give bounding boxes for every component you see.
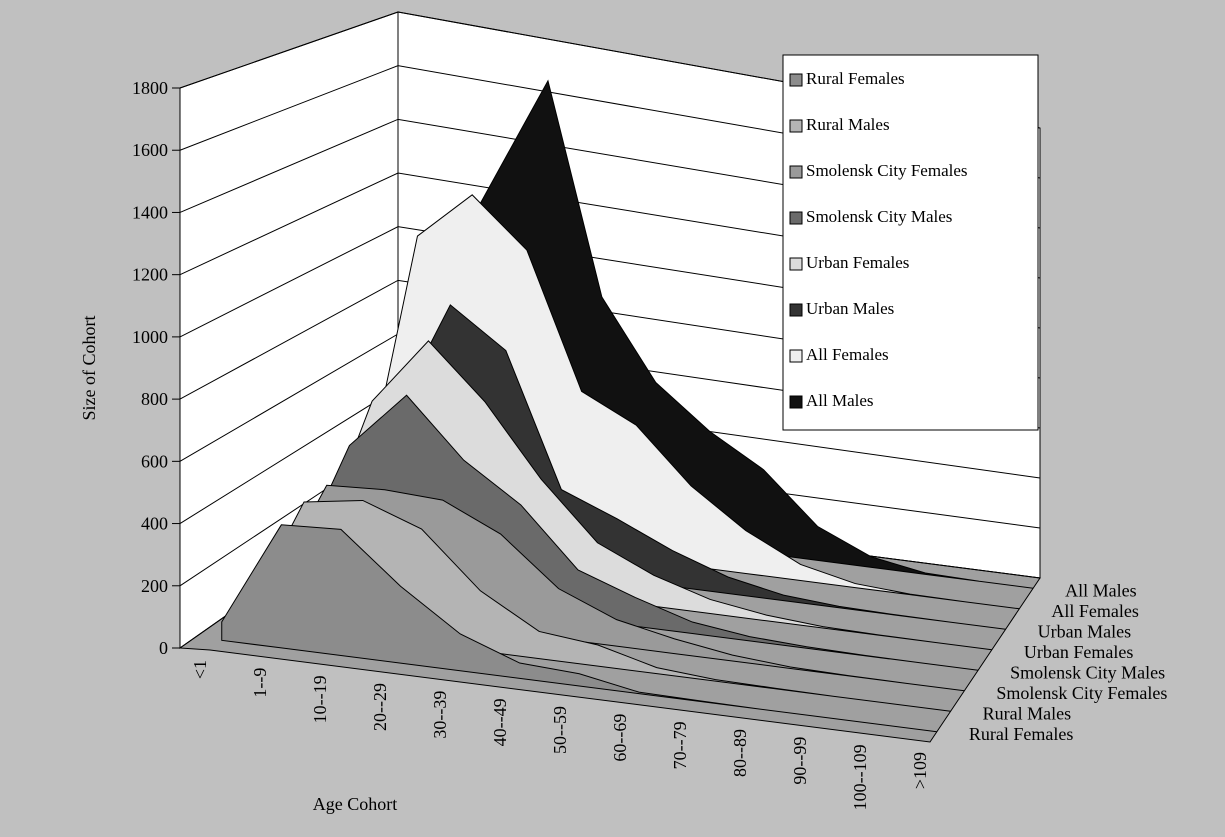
- depth-label: Rural Males: [983, 703, 1071, 723]
- legend-box: [782, 54, 1039, 431]
- legend-swatch: [789, 349, 803, 363]
- x-tick-label: 10--19: [310, 675, 330, 723]
- legend-swatch: [789, 303, 803, 317]
- depth-label: Urban Females: [1024, 642, 1133, 662]
- y-tick-label: 400: [141, 514, 168, 534]
- y-tick-label: 0: [159, 638, 168, 658]
- y-tick-label: 1000: [132, 327, 168, 347]
- y-tick-label: 800: [141, 389, 168, 409]
- y-axis-label: Size of Cohort: [79, 316, 99, 421]
- legend-swatch: [789, 119, 803, 133]
- x-tick-label: 50--59: [550, 706, 570, 754]
- legend-label: Urban Females: [806, 253, 909, 272]
- legend-swatch: [789, 395, 803, 409]
- y-tick-label: 1200: [132, 265, 168, 285]
- depth-label: All Females: [1051, 601, 1139, 621]
- x-tick-label: 70--79: [670, 721, 690, 769]
- x-tick-label: 80--89: [730, 729, 750, 777]
- x-tick-label: 40--49: [490, 698, 510, 746]
- legend-label: Urban Males: [806, 299, 894, 318]
- x-tick-label: 20--29: [370, 683, 390, 731]
- depth-label: Smolensk City Females: [996, 683, 1167, 703]
- legend-label: Rural Females: [806, 69, 905, 88]
- legend-label: Smolensk City Males: [806, 207, 952, 226]
- legend: All Males All Females Urban Males Urban Fem…: [782, 54, 1039, 431]
- y-tick-label: 600: [141, 451, 168, 471]
- x-tick-label: 90--99: [790, 737, 810, 785]
- x-axis-label: Age Cohort: [313, 794, 398, 814]
- depth-label: All Males: [1065, 580, 1137, 600]
- y-tick-label: 200: [141, 576, 168, 596]
- y-tick-label: 1800: [132, 78, 168, 98]
- y-tick-label: 1600: [132, 140, 168, 160]
- legend-swatch: [789, 257, 803, 271]
- legend-swatch: [789, 211, 803, 225]
- legend-label: All Males: [806, 391, 874, 410]
- depth-label: Rural Females: [969, 724, 1073, 744]
- area: [221, 524, 937, 733]
- legend-label: Rural Males: [806, 115, 890, 134]
- x-tick-label: 30--39: [430, 691, 450, 739]
- x-tick-label: 100--109: [850, 744, 870, 810]
- x-tick-label: 1--9: [250, 668, 270, 698]
- legend-label: All Females: [806, 345, 889, 364]
- legend-label: Smolensk City Females: [806, 161, 968, 180]
- depth-label: Urban Males: [1038, 621, 1131, 641]
- x-tick-label: >109: [910, 752, 930, 789]
- x-tick-label: <1: [190, 660, 210, 679]
- legend-swatch: [789, 73, 803, 87]
- x-tick-label: 60--69: [610, 714, 630, 762]
- legend-swatch: [789, 165, 803, 179]
- depth-label: Smolensk City Males: [1010, 662, 1165, 682]
- y-tick-label: 1400: [132, 202, 168, 222]
